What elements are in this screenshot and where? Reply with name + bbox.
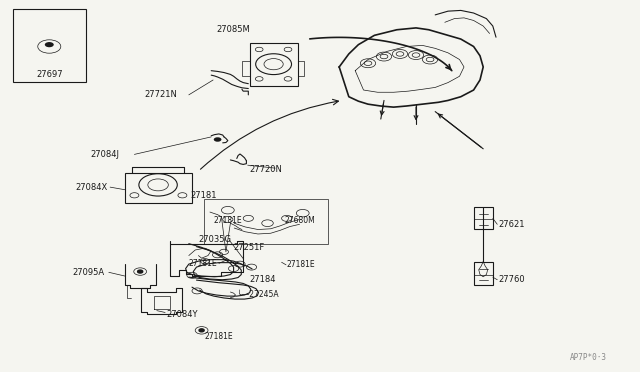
Text: 27760: 27760: [498, 275, 525, 284]
Circle shape: [138, 270, 143, 273]
Text: 27181E: 27181E: [205, 332, 234, 341]
Text: 27181E: 27181E: [213, 216, 242, 225]
Text: 27680M: 27680M: [285, 216, 316, 225]
Circle shape: [214, 137, 221, 142]
Circle shape: [199, 329, 204, 332]
Text: 27095A: 27095A: [72, 268, 104, 277]
Text: 27184: 27184: [250, 275, 276, 283]
Text: 27181E: 27181E: [286, 260, 315, 269]
Text: 27084X: 27084X: [76, 183, 108, 192]
Text: 27697: 27697: [36, 70, 63, 79]
Circle shape: [45, 42, 54, 47]
Text: 27621: 27621: [498, 220, 524, 229]
Bar: [250, 43, 298, 86]
Bar: [474, 207, 493, 229]
Text: AP7P*0·3: AP7P*0·3: [570, 353, 607, 362]
Text: 27721N: 27721N: [144, 90, 177, 99]
Text: 27035G: 27035G: [198, 235, 232, 244]
Text: 27720N: 27720N: [250, 165, 282, 174]
Text: 27251F: 27251F: [234, 243, 265, 252]
Bar: [204, 199, 328, 244]
Text: 27181E: 27181E: [189, 259, 218, 268]
Text: 27085M: 27085M: [216, 25, 250, 34]
Text: ╰—27245A: ╰—27245A: [237, 290, 278, 299]
Bar: [125, 173, 192, 203]
Bar: [13, 9, 86, 82]
Text: 27084Y: 27084Y: [166, 310, 198, 319]
Text: 27181: 27181: [191, 191, 217, 200]
Bar: [474, 262, 493, 285]
Text: 27084J: 27084J: [91, 150, 120, 159]
